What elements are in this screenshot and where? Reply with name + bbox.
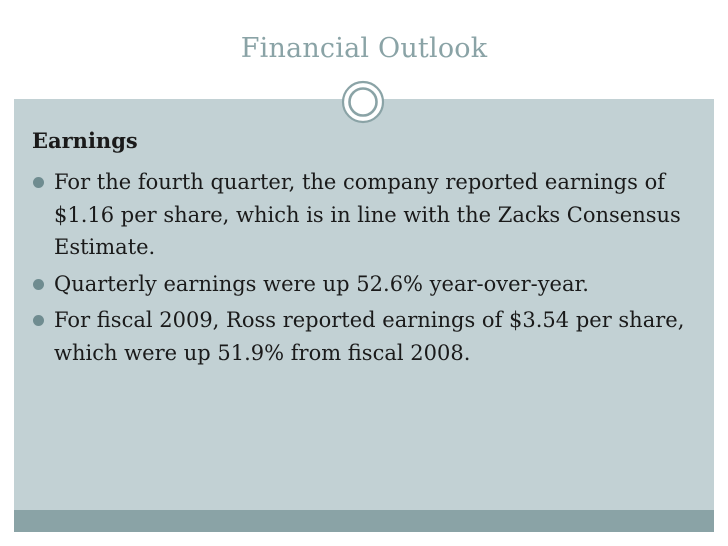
list-item: Quarterly earnings were up 52.6% year-ov… bbox=[32, 268, 702, 301]
left-margin bbox=[0, 0, 14, 546]
slide-title: Financial Outlook bbox=[240, 33, 488, 64]
bullet-dot-icon bbox=[33, 177, 44, 188]
bullet-dot-icon bbox=[33, 315, 44, 326]
list-item: For the fourth quarter, the company repo… bbox=[32, 166, 702, 264]
content-panel bbox=[14, 98, 714, 510]
list-item-text: Quarterly earnings were up 52.6% year-ov… bbox=[54, 271, 589, 296]
right-margin bbox=[714, 0, 728, 546]
footer-band bbox=[14, 510, 714, 532]
bullet-dot-icon bbox=[33, 278, 44, 290]
section-heading: Earnings bbox=[32, 128, 138, 153]
list-item: For fiscal 2009, Ross reported earnings … bbox=[32, 304, 702, 369]
bullet-list: For the fourth quarter, the company repo… bbox=[32, 166, 702, 373]
list-item-text: For the fourth quarter, the company repo… bbox=[54, 170, 681, 259]
list-item-text: For fiscal 2009, Ross reported earnings … bbox=[54, 308, 685, 365]
ring-icon bbox=[341, 80, 385, 124]
